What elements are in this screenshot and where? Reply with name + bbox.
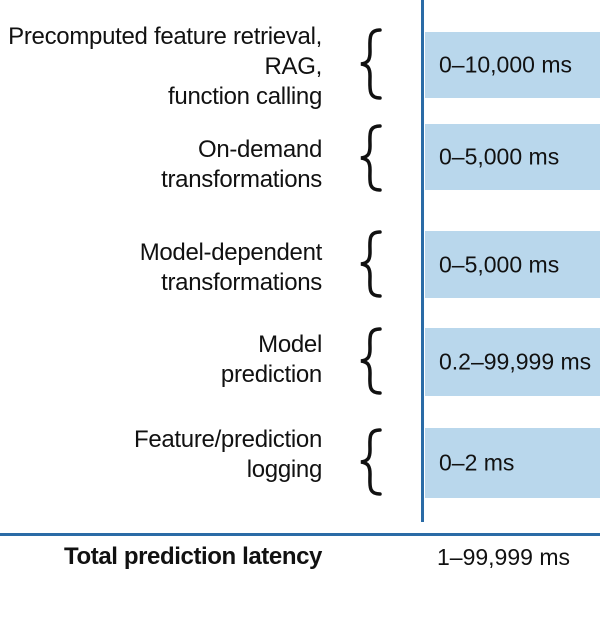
stage-label-line: transformations: [161, 166, 322, 193]
stage-label-line: logging: [246, 456, 323, 483]
stage-label-line: Precomputed feature retrieval,: [8, 23, 322, 50]
vertical-divider: [421, 0, 424, 522]
latency-value: 0–5,000 ms: [439, 143, 560, 170]
curly-brace-icon: [360, 124, 382, 192]
stage-label-on-demand: On-demand transformations: [161, 135, 322, 195]
total-divider: [0, 533, 600, 536]
stage-label-line: On-demand: [197, 136, 322, 163]
stage-label-line: function calling: [168, 83, 322, 110]
stage-label-model-prediction: Model prediction: [221, 330, 322, 390]
latency-bar-model-prediction: 0.2–99,999 ms: [425, 328, 600, 396]
total-label: Total prediction latency: [64, 543, 322, 570]
stage-label-model-dependent: Model-dependent transformations: [139, 238, 323, 298]
stage-label-line: transformations: [161, 269, 322, 296]
latency-bar-logging: 0–2 ms: [425, 428, 600, 498]
latency-value: 0–10,000 ms: [439, 51, 572, 78]
latency-bar-model-dependent: 0–5,000 ms: [425, 231, 600, 298]
latency-value: 0–5,000 ms: [439, 251, 560, 277]
stage-label-feature-retrieval: Precomputed feature retrieval, RAG, func…: [8, 22, 322, 112]
latency-bar-on-demand: 0–5,000 ms: [425, 124, 600, 190]
stage-label-line: Feature/prediction: [133, 426, 322, 453]
total-latency-value: 1–99,999 ms: [437, 544, 570, 570]
curly-brace-icon: [360, 28, 382, 100]
latency-value: 0–2 ms: [439, 449, 515, 476]
latency-bar-feature-retrieval: 0–10,000 ms: [425, 32, 600, 98]
curly-brace-icon: [360, 230, 382, 298]
stage-label-line: RAG,: [264, 53, 323, 80]
latency-value: 0.2–99,999 ms: [439, 348, 592, 375]
stage-label-line: Model-dependent: [139, 239, 323, 266]
stage-label-logging: Feature/prediction logging: [134, 425, 322, 485]
stage-label-line: Model: [258, 331, 322, 358]
curly-brace-icon: [360, 327, 382, 395]
curly-brace-icon: [360, 428, 382, 496]
stage-label-line: prediction: [220, 361, 322, 388]
